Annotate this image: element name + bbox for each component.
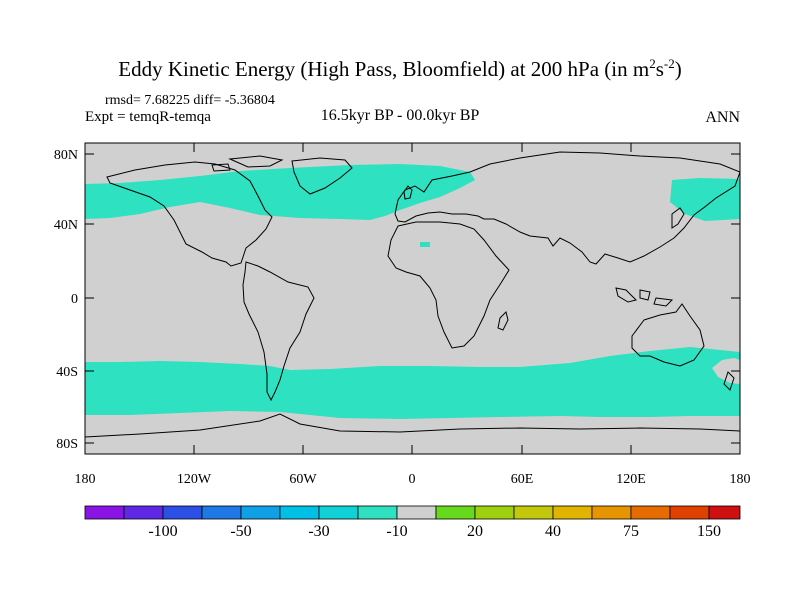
negative-anomaly-regions	[85, 164, 740, 419]
lat-label-0: 0	[71, 292, 78, 307]
australia-coast	[631, 303, 705, 367]
lat-label-40N: 40N	[54, 218, 78, 233]
experiment-label: Expt = temqR-temqa	[85, 109, 211, 125]
colorbar-swatch	[201, 505, 242, 520]
nh-storm-track-east-asia	[670, 178, 740, 221]
colorbar-swatch	[708, 505, 741, 520]
colorbar-label: -10	[386, 523, 407, 540]
latitude-axis: 80N 40N 0 40S 80S	[54, 148, 740, 452]
lat-label-80N: 80N	[54, 148, 78, 163]
africa-coast	[387, 221, 510, 349]
colorbar-swatch	[591, 505, 632, 520]
lon-label-180W: 180	[75, 472, 96, 487]
rmsd-diff-stats: rmsd= 7.68225 diff= -5.36804	[105, 93, 275, 108]
colorbar-label: -100	[148, 523, 177, 540]
greenland-coast	[291, 157, 353, 195]
colorbar: -100 -50 -30 -10 20 40 75 150	[84, 505, 741, 540]
coastlines	[84, 151, 741, 438]
lat-label-80S: 80S	[56, 437, 78, 452]
lon-label-180E: 180	[730, 472, 751, 487]
maritime-islands	[615, 287, 674, 307]
nh-storm-track-pacific-atlantic	[85, 164, 475, 220]
lon-label-0: 0	[409, 472, 416, 487]
colorbar-swatch	[162, 505, 203, 520]
colorbar-swatch	[279, 505, 320, 520]
madagascar-coast	[497, 311, 509, 331]
colorbar-label: -50	[230, 523, 251, 540]
colorbar-swatch	[669, 505, 710, 520]
colorbar-swatch	[357, 505, 398, 520]
eurasia-coast	[394, 151, 741, 265]
colorbar-label: 20	[467, 523, 483, 540]
season-label: ANN	[705, 109, 740, 126]
colorbar-swatch	[84, 505, 125, 520]
longitude-axis: 180 120W 60W 0 60E 120E 180	[75, 143, 751, 487]
colorbar-label: -30	[308, 523, 329, 540]
colorbar-label: 150	[697, 523, 721, 540]
sh-storm-track	[85, 347, 740, 419]
colorbar-label: 75	[623, 523, 639, 540]
period-label: 16.5kyr BP - 00.0kyr BP	[320, 107, 480, 124]
colorbar-swatch	[396, 505, 437, 520]
colorbar-swatch	[552, 505, 593, 520]
new-zealand-coast	[723, 371, 735, 391]
colorbar-swatch	[435, 505, 476, 520]
colorbar-swatch	[474, 505, 515, 520]
antarctica-coast	[84, 413, 741, 438]
lon-label-60E: 60E	[511, 472, 534, 487]
colorbar-swatch	[513, 505, 554, 520]
japan-coast	[671, 207, 685, 229]
lon-label-120W: 120W	[177, 472, 212, 487]
arctic-islands	[211, 155, 284, 172]
colorbar-swatch	[630, 505, 671, 520]
uk-coast	[403, 185, 413, 200]
south-america-coast	[242, 261, 315, 402]
lon-label-60W: 60W	[289, 472, 317, 487]
colorbar-label: 40	[545, 523, 561, 540]
colorbar-swatch	[123, 505, 164, 520]
colorbar-swatch	[318, 505, 359, 520]
lon-label-120E: 120E	[616, 472, 646, 487]
north-africa-patch	[420, 242, 430, 247]
lat-label-40S: 40S	[56, 365, 78, 380]
colorbar-swatch	[240, 505, 281, 520]
plot-title: Eddy Kinetic Energy (High Pass, Bloomfie…	[118, 56, 682, 81]
